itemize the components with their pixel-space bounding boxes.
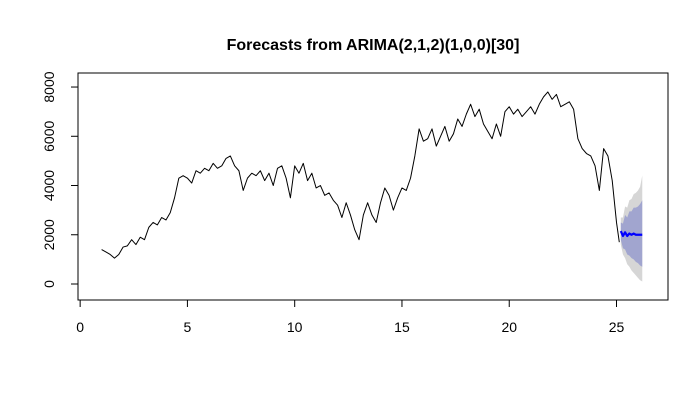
y-tick-label: 0 <box>41 280 57 288</box>
chart-title: Forecasts from ARIMA(2,1,2)(1,0,0)[30] <box>227 37 520 54</box>
forecast-line <box>619 230 643 238</box>
y-tick-label: 4000 <box>41 170 57 201</box>
x-tick-label: 25 <box>609 319 625 335</box>
y-tick-label: 6000 <box>41 120 57 151</box>
x-tick-label: 0 <box>76 319 84 335</box>
y-tick-label: 8000 <box>41 71 57 102</box>
x-tick-label: 10 <box>287 319 303 335</box>
y-tick-label: 2000 <box>41 219 57 250</box>
x-tick-label: 5 <box>184 319 192 335</box>
x-tick-label: 15 <box>394 319 410 335</box>
x-tick-label: 20 <box>501 319 517 335</box>
history-line <box>101 91 620 259</box>
plot-frame <box>77 72 669 301</box>
